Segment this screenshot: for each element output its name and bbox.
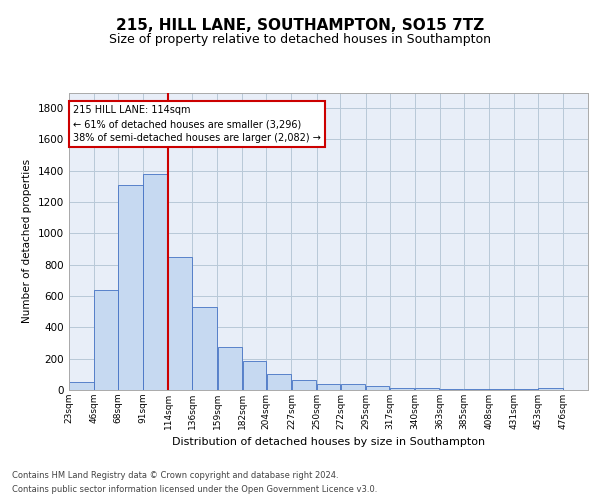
Y-axis label: Number of detached properties: Number of detached properties: [22, 159, 32, 324]
Bar: [415, 388, 439, 390]
Bar: [317, 384, 340, 390]
Bar: [118, 185, 143, 390]
Bar: [69, 382, 94, 390]
X-axis label: Distribution of detached houses by size in Southampton: Distribution of detached houses by size …: [172, 438, 485, 448]
Text: 215, HILL LANE, SOUTHAMPTON, SO15 7TZ: 215, HILL LANE, SOUTHAMPTON, SO15 7TZ: [116, 18, 484, 32]
Bar: [390, 388, 415, 390]
Text: Size of property relative to detached houses in Southampton: Size of property relative to detached ho…: [109, 32, 491, 46]
Text: Contains HM Land Registry data © Crown copyright and database right 2024.: Contains HM Land Registry data © Crown c…: [12, 472, 338, 480]
Bar: [292, 380, 316, 390]
Bar: [514, 389, 538, 390]
Text: 215 HILL LANE: 114sqm
← 61% of detached houses are smaller (3,296)
38% of semi-d: 215 HILL LANE: 114sqm ← 61% of detached …: [73, 105, 321, 143]
Bar: [538, 388, 563, 390]
Bar: [242, 361, 266, 390]
Bar: [440, 389, 463, 390]
Bar: [366, 386, 389, 390]
Bar: [218, 347, 242, 390]
Bar: [143, 174, 168, 390]
Bar: [193, 307, 217, 390]
Bar: [266, 374, 291, 390]
Text: Contains public sector information licensed under the Open Government Licence v3: Contains public sector information licen…: [12, 484, 377, 494]
Bar: [341, 384, 365, 390]
Bar: [489, 389, 514, 390]
Bar: [464, 389, 488, 390]
Bar: [94, 290, 118, 390]
Bar: [169, 257, 192, 390]
